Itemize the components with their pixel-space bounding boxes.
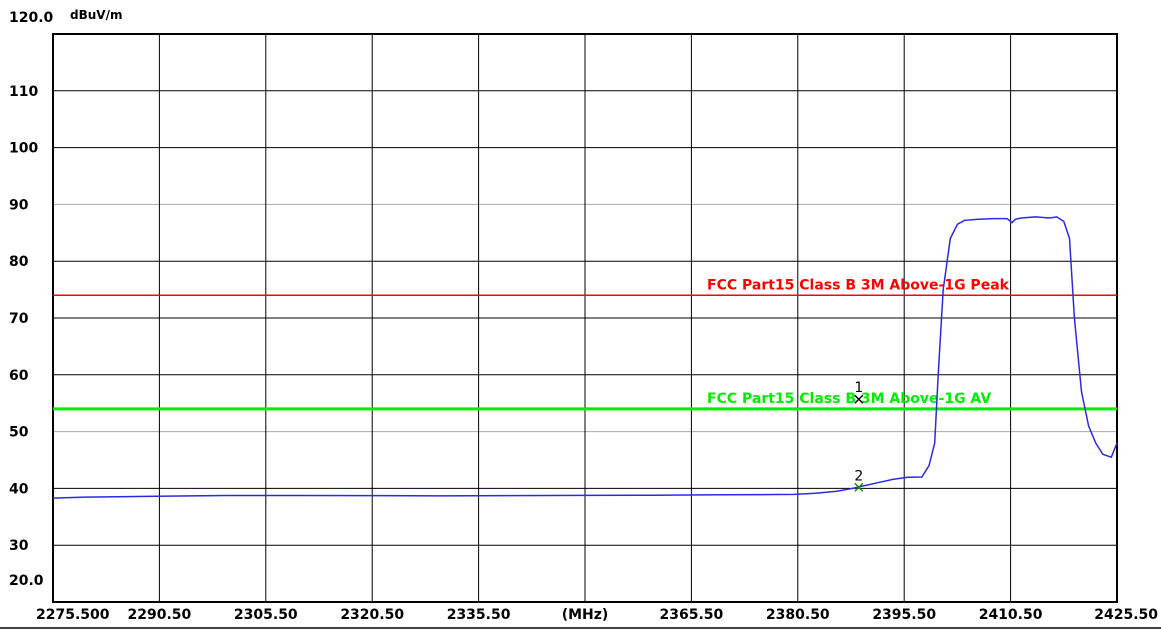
x-tick-label: 2290.50: [128, 607, 192, 623]
y-axis-unit-label: dBuV/m: [70, 8, 122, 22]
marker-1: 1: [854, 380, 864, 404]
y-tick-label: 50: [9, 425, 29, 441]
y-tick-label: 40: [9, 481, 29, 497]
marker-2: 2: [854, 468, 864, 492]
y-tick-label: 30: [9, 538, 29, 554]
marker-label: 2: [854, 468, 863, 484]
y-tick-label: 80: [9, 254, 29, 270]
y-tick-label: 90: [9, 197, 29, 213]
x-tick-label: 2395.50: [872, 607, 936, 623]
x-axis-ticks: 2275.500 2290.50 2305.50 2320.50 2335.50 (MHz…: [36, 607, 1158, 623]
x-tick-label: 2425.50: [1094, 607, 1158, 623]
x-tick-label: 2320.50: [340, 607, 404, 623]
x-tick-label: 2275.500: [36, 607, 110, 623]
marker-label: 1: [854, 380, 863, 396]
y-tick-label: 70: [9, 311, 29, 327]
x-tick-label: 2335.50: [447, 607, 511, 623]
trace-markers: 12: [854, 380, 864, 492]
x-tick-label: 2380.50: [766, 607, 830, 623]
trace-series: [52, 216, 1118, 499]
y-tick-label: 100: [9, 141, 38, 157]
plot-frame: [52, 33, 1118, 603]
y-tick-label: 20.0: [9, 573, 44, 589]
y-tick-label: 60: [9, 368, 29, 384]
x-tick-label: 2365.50: [660, 607, 724, 623]
y-axis-ticks: 120.0 110 100 90 80 70 60 50 40 30 20.0: [9, 10, 54, 589]
x-tick-label: (MHz): [562, 607, 609, 623]
limit-line-label: FCC Part15 Class B 3M Above-1G AV: [707, 391, 991, 407]
x-tick-label: 2305.50: [234, 607, 298, 623]
x-tick-label: 2410.50: [979, 607, 1043, 623]
y-tick-label: 120.0: [9, 10, 54, 26]
plot-grid: [53, 34, 1117, 602]
limit-lines: FCC Part15 Class B 3M Above-1G Peak FCC P…: [53, 277, 1117, 411]
limit-line-label: FCC Part15 Class B 3M Above-1G Peak: [707, 277, 1010, 293]
y-tick-label: 110: [9, 84, 38, 100]
measurement-trace: [52, 216, 1118, 499]
